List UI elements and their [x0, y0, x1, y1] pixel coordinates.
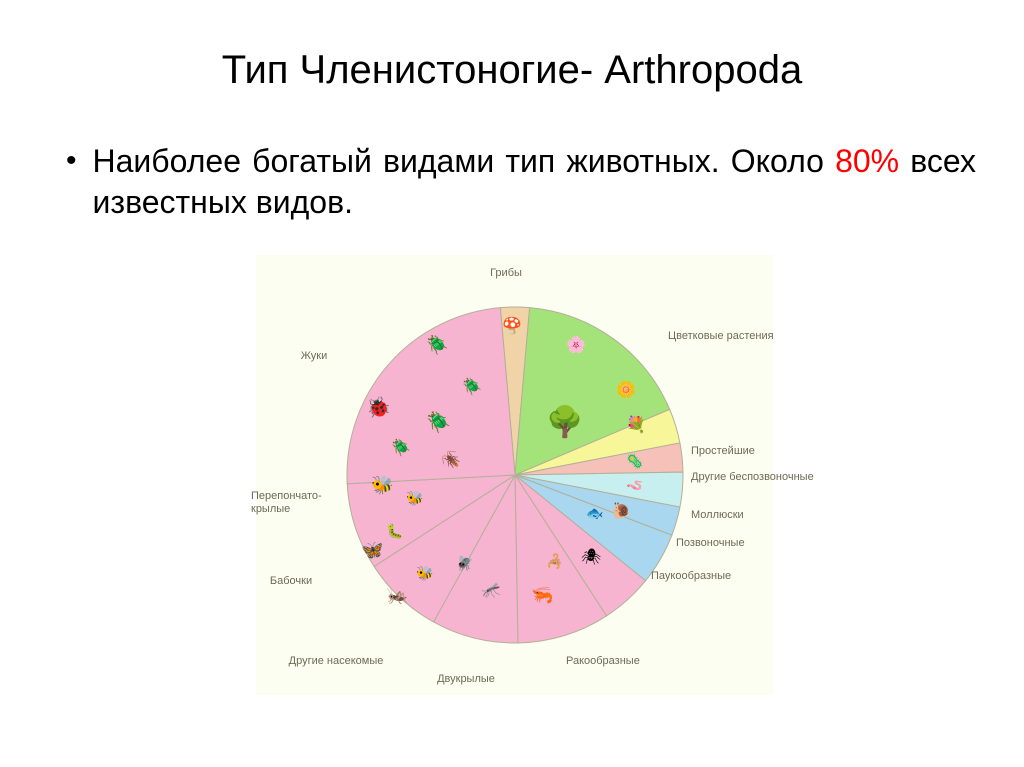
slice-label: Жуки	[301, 350, 328, 363]
slice-label: Перепончато-крылые	[251, 490, 322, 515]
bullet-text: Наиболее богатый видами тип животных. Ок…	[93, 141, 976, 223]
bullet-marker: •	[66, 141, 77, 182]
pie-chart: Грибы Цветковые растения Простейшие Другие …	[256, 255, 773, 695]
slice-label: Ракообразные	[566, 655, 640, 668]
bullet-accent: 80%	[835, 143, 899, 179]
slice-label: Другие насекомые	[289, 655, 384, 668]
slice-label: Бабочки	[270, 575, 312, 588]
slice-label: Паукообразные	[651, 570, 731, 583]
slice-label: Грибы	[490, 267, 522, 280]
slice-label: Позвоночные	[676, 537, 745, 550]
pie-svg	[340, 300, 690, 650]
slice-label: Простейшие	[691, 445, 755, 458]
slice-label: Другие беспозвоночные	[691, 471, 814, 484]
page-title: Тип Членистоногие- Arthropoda	[0, 0, 1024, 93]
pie-slice	[347, 308, 515, 484]
bullet-pre: Наиболее богатый видами тип животных. Ок…	[93, 143, 836, 179]
bullet-block: • Наиболее богатый видами тип животных. …	[0, 93, 1024, 223]
bullet-item: • Наиболее богатый видами тип животных. …	[66, 141, 976, 223]
slice-label: Моллюски	[691, 509, 744, 522]
slice-label: Цветковые растения	[668, 330, 774, 343]
slice-label: Двукрылые	[437, 673, 495, 686]
